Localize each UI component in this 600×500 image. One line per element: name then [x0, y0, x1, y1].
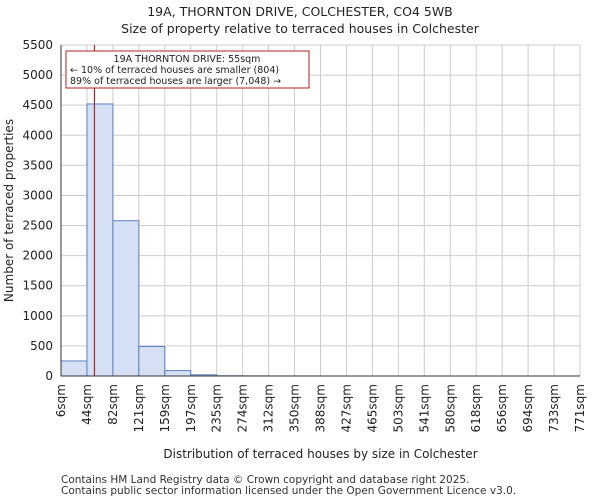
annotation-line-2: ← 10% of terraced houses are smaller (80…: [70, 65, 279, 76]
x-tick-label: 121sqm: [132, 384, 146, 432]
x-tick-label: 235sqm: [210, 384, 224, 432]
x-tick-label: 618sqm: [469, 384, 483, 432]
y-tick-label: 5500: [22, 38, 53, 52]
histogram-bar: [60, 360, 88, 377]
x-tick-label: 44sqm: [80, 384, 94, 425]
x-tick-label: 771sqm: [573, 384, 587, 432]
y-tick-label: 500: [30, 339, 53, 353]
y-axis-label: Number of terraced properties: [2, 119, 16, 302]
y-tick-label: 3500: [22, 158, 53, 172]
footer-copyright: Contains HM Land Registry data © Crown c…: [61, 474, 470, 486]
annotation-line-3: 89% of terraced houses are larger (7,048…: [70, 76, 281, 87]
y-tick-label: 0: [45, 369, 53, 383]
y-tick-label: 4000: [22, 128, 53, 142]
y-tick-label: 1000: [22, 309, 53, 323]
x-tick-label: 197sqm: [184, 384, 198, 432]
y-tick-label: 3000: [22, 188, 53, 202]
x-tick-label: 465sqm: [365, 384, 379, 432]
chart-subtitle: Size of property relative to terraced ho…: [121, 21, 479, 36]
x-tick-label: 274sqm: [236, 384, 250, 432]
histogram-bar: [86, 103, 114, 377]
histogram-bar: [112, 220, 140, 377]
x-tick-label: 694sqm: [521, 384, 535, 432]
x-tick-label: 350sqm: [288, 384, 302, 432]
histogram-chart: 0 500 1000 1500 2000 2500 3000 3500 4000 4500 5000…: [2, 38, 587, 461]
y-tick-label: 5000: [22, 68, 53, 82]
footer-licence: Contains public sector information licen…: [61, 485, 517, 497]
x-tick-label: 82sqm: [106, 384, 120, 425]
annotation-line-1: 19A THORNTON DRIVE: 55sqm: [114, 54, 261, 65]
x-tick-label: 580sqm: [443, 384, 457, 432]
x-tick-label: 427sqm: [339, 384, 353, 432]
x-tick-label: 541sqm: [417, 384, 431, 432]
y-tick-label: 2500: [22, 219, 53, 233]
y-tick-label: 2000: [22, 249, 53, 263]
histogram-bar: [164, 370, 192, 377]
histogram-bar: [138, 346, 166, 377]
x-tick-label: 656sqm: [495, 384, 509, 432]
x-tick-label: 388sqm: [314, 384, 328, 432]
y-tick-label: 4500: [22, 98, 53, 112]
annotation-box: [65, 50, 310, 89]
x-tick-label: 312sqm: [262, 384, 276, 432]
x-tick-label: 503sqm: [391, 384, 405, 432]
x-axis-label: Distribution of terraced houses by size …: [163, 447, 477, 461]
x-tick-label: 159sqm: [158, 384, 172, 432]
chart-title: 19A, THORNTON DRIVE, COLCHESTER, CO4 5WB: [147, 4, 453, 19]
x-tick-label: 6sqm: [54, 384, 68, 417]
y-tick-label: 1500: [22, 279, 53, 293]
x-tick-label: 733sqm: [547, 384, 561, 432]
